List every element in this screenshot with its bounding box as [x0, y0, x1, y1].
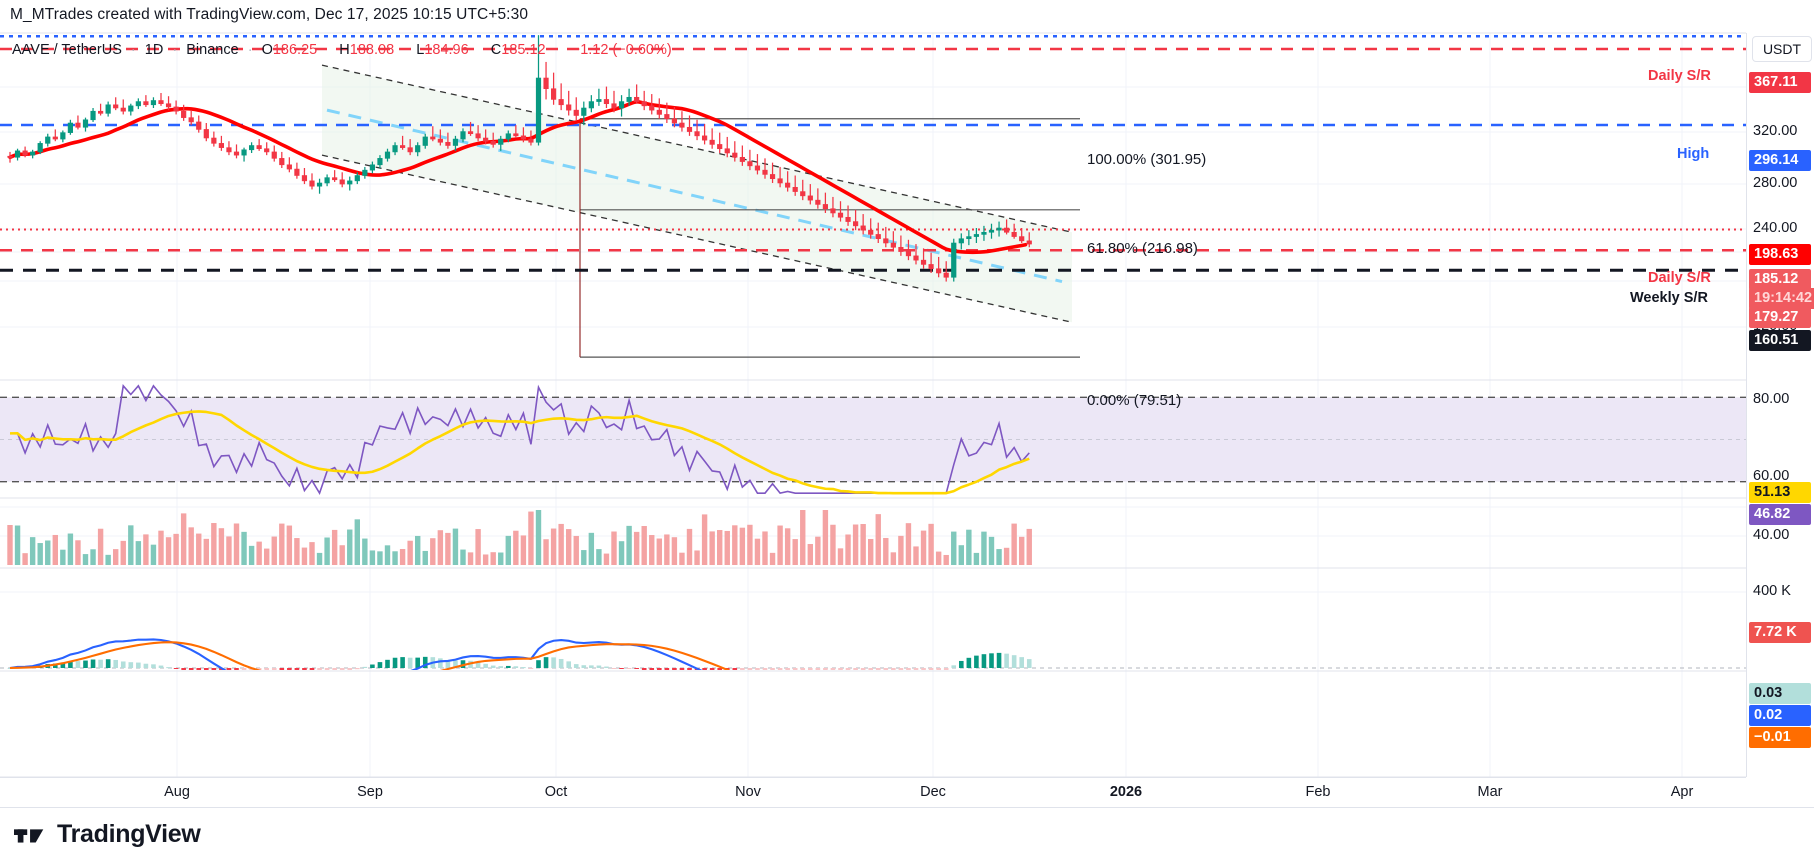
legend-sep-7 — [555, 42, 563, 58]
daily-sr-mid-badge[interactable]: 198.63 — [1749, 244, 1811, 265]
chart-legend: AAVE / TetherUS · 1D · Binance · O186.25… — [12, 42, 672, 58]
price-tick: 240.00 — [1753, 220, 1798, 236]
legend-close-value: 185.12 — [501, 42, 546, 58]
daily-sr-lower-badge[interactable]: 179.27 — [1749, 307, 1811, 328]
last-price-badge[interactable]: 185.12 — [1749, 269, 1811, 290]
fib-618: 61.80% (216.98) — [1087, 240, 1198, 257]
legend-sep-6 — [478, 42, 482, 58]
rsi-ma-badge[interactable]: 51.13 — [1749, 482, 1811, 503]
time-tick: Feb — [1305, 784, 1331, 800]
tradingview-wordmark: TradingView — [57, 820, 201, 848]
macd-indicator — [0, 638, 1746, 670]
moving-averages — [8, 100, 1028, 255]
legend-sep-5 — [403, 42, 407, 58]
price-tick: 40.00 — [1753, 527, 1790, 543]
attribution-text: M_MTrades created with TradingView.com, … — [10, 6, 529, 23]
legend-high-value: 188.08 — [349, 42, 395, 58]
legend-sep-4 — [326, 42, 330, 58]
price-tick: 320.00 — [1753, 123, 1798, 139]
time-tick: Mar — [1477, 784, 1503, 800]
volume-value-badge[interactable]: 7.72 K — [1749, 622, 1811, 643]
legend-change: −1.12 (−0.60%) — [571, 42, 672, 58]
time-tick: Oct — [544, 784, 568, 800]
legend-close-key: C — [490, 42, 502, 58]
time-tick: Apr — [1670, 784, 1694, 800]
legend-sep-3: · — [247, 42, 253, 58]
daily-sr-upper-badge[interactable]: 367.11 — [1749, 72, 1811, 93]
macd-hist-badge[interactable]: 0.03 — [1749, 683, 1811, 704]
high-level-badge[interactable]: 296.14 — [1749, 150, 1811, 171]
rsi-value-badge[interactable]: 46.82 — [1749, 504, 1811, 525]
price-scale[interactable]: USDT 360.00320.00280.00240.00200.00160.0… — [1746, 33, 1814, 777]
grid-lines — [0, 33, 1746, 777]
price-tick: 80.00 — [1753, 391, 1790, 407]
fib-100: 100.00% (301.95) — [1087, 151, 1207, 168]
weekly-sr-label: Weekly S/R — [1630, 290, 1708, 306]
rsi-indicator — [0, 384, 1746, 496]
time-tick: 2026 — [1109, 784, 1143, 800]
footer-divider — [0, 807, 1814, 808]
pane-separators — [0, 32, 1746, 778]
price-tick: 60.00 — [1753, 468, 1790, 484]
time-axis[interactable]: Aug Sep Oct Nov Dec 2026 Feb Mar Apr — [0, 777, 1746, 808]
legend-high-key: H — [339, 42, 350, 58]
price-tick: 400 K — [1753, 583, 1791, 599]
countdown-badge[interactable]: 19:14:42 — [1749, 288, 1814, 309]
candlesticks — [7, 35, 1032, 282]
legend-sep-1: · — [130, 42, 136, 58]
macd-line-badge[interactable]: 0.02 — [1749, 705, 1811, 726]
high-label: High — [1677, 146, 1710, 162]
price-tick: 280.00 — [1753, 175, 1798, 191]
tradingview-mark-icon — [14, 828, 44, 843]
daily-sr-label-top: Daily S/R — [1648, 68, 1711, 84]
legend-exchange[interactable]: Binance — [186, 42, 239, 58]
volume-indicator — [7, 510, 1032, 565]
macd-signal-badge[interactable]: −0.01 — [1749, 727, 1811, 748]
weekly-sr-badge[interactable]: 160.51 — [1749, 330, 1811, 351]
legend-interval[interactable]: 1D — [144, 42, 164, 58]
legend-symbol[interactable]: AAVE / TetherUS — [12, 42, 122, 58]
fib-retracement-lines — [579, 118, 1080, 358]
legend-sep-2: · — [172, 42, 178, 58]
legend-open-key: O — [261, 42, 273, 58]
horizontal-levels — [0, 34, 1746, 272]
daily-sr-label-bottom: Daily S/R — [1648, 270, 1711, 286]
fib-0: 0.00% (79.51) — [1087, 392, 1182, 409]
legend-open-value: 186.25 — [272, 42, 318, 58]
descending-channel — [321, 64, 1073, 323]
time-tick: Aug — [164, 784, 190, 800]
legend-low-value: 184.96 — [424, 42, 469, 58]
time-tick: Sep — [357, 784, 383, 800]
time-tick: Nov — [735, 784, 761, 800]
tradingview-logo[interactable]: TradingView — [14, 820, 201, 849]
time-tick: Dec — [920, 784, 946, 800]
currency-badge[interactable]: USDT — [1752, 36, 1812, 62]
